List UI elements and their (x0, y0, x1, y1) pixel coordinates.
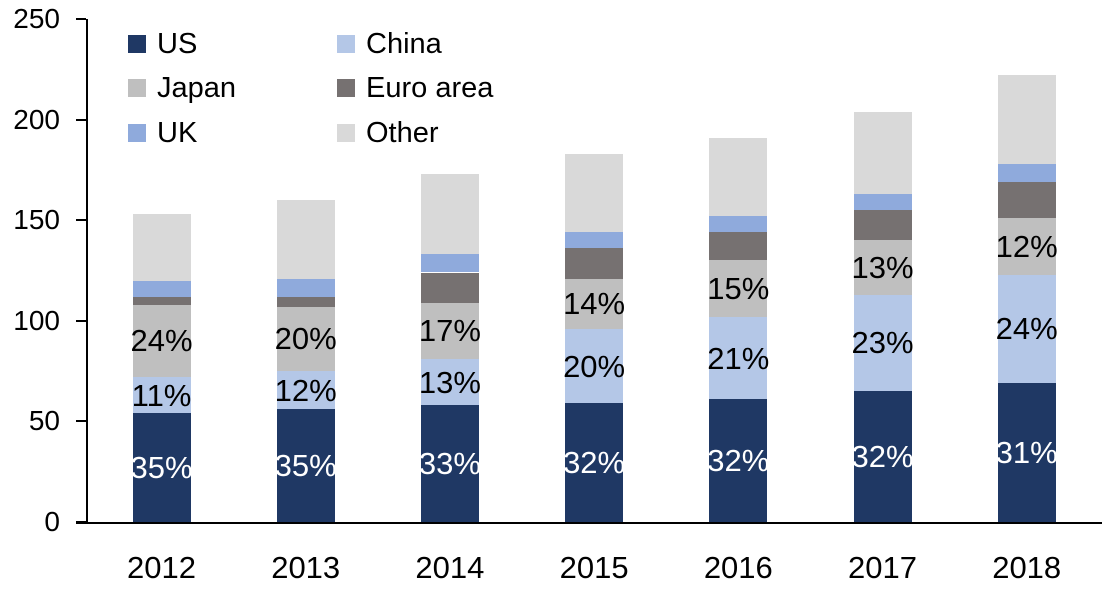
segment-us (420, 405, 479, 522)
segment-japan (565, 278, 624, 329)
legend-item-other: Other (337, 118, 439, 148)
segment-euro-area (565, 248, 624, 279)
legend-label-us: US (157, 28, 198, 60)
y-tick (76, 18, 86, 20)
x-tick-label: 2018 (992, 550, 1062, 585)
y-tick-label: 50 (28, 405, 60, 437)
segment-uk (997, 163, 1056, 182)
legend-label-other: Other (366, 117, 439, 149)
segment-uk (709, 216, 768, 233)
x-tick-label: 2015 (559, 550, 629, 585)
segment-uk (853, 194, 912, 211)
segment-japan (276, 306, 335, 372)
segment-us (276, 409, 335, 522)
legend-swatch-uk (128, 124, 146, 142)
legend-swatch-japan (128, 79, 146, 97)
legend-item-japan: Japan (128, 73, 236, 103)
segment-euro-area (709, 232, 768, 261)
y-tick-label: 250 (13, 3, 60, 34)
segment-china (276, 371, 335, 410)
segment-euro-area (276, 296, 335, 307)
legend-label-china: China (366, 28, 442, 60)
legend-label-uk: UK (157, 117, 198, 149)
legend-swatch-us (128, 35, 146, 53)
segment-euro-area (132, 296, 191, 305)
segment-china (420, 359, 479, 406)
segment-china (132, 377, 191, 414)
y-tick (76, 420, 86, 423)
segment-us (709, 399, 768, 522)
legend-item-uk: UK (128, 118, 197, 148)
legend-label-euro-area: Euro area (366, 72, 494, 104)
segment-other (132, 214, 191, 281)
segment-uk (276, 278, 335, 297)
segment-euro-area (853, 210, 912, 241)
x-tick-label: 2014 (415, 550, 485, 585)
segment-japan (420, 302, 479, 360)
x-axis-line (76, 522, 1102, 524)
y-tick-label: 100 (13, 304, 60, 336)
y-tick (76, 319, 86, 322)
legend-item-euro-area: Euro area (337, 73, 493, 103)
segment-other (565, 153, 624, 233)
segment-other (853, 111, 912, 195)
legend-item-us: US (128, 29, 197, 59)
segment-japan (132, 304, 191, 378)
x-tick-label: 2017 (848, 550, 917, 585)
legend-label-japan: Japan (157, 72, 237, 104)
segment-us (997, 383, 1056, 522)
segment-us (132, 413, 191, 522)
segment-other (276, 200, 335, 279)
segment-japan (997, 218, 1056, 275)
segment-china (709, 316, 768, 400)
y-tick-label: 0 (44, 506, 60, 537)
segment-uk (132, 280, 191, 297)
y-tick-label: 150 (13, 204, 60, 236)
legend-swatch-euro-area (337, 79, 355, 97)
segment-uk (420, 254, 479, 273)
legend-swatch-other (337, 124, 355, 142)
x-tick-label: 2013 (271, 550, 341, 585)
segment-euro-area (997, 181, 1056, 219)
segment-japan (709, 260, 768, 317)
x-tick-label: 2012 (127, 550, 196, 585)
segment-other (420, 173, 479, 255)
segment-other (997, 75, 1056, 164)
legend-swatch-china (337, 35, 355, 53)
y-tick (76, 118, 86, 121)
segment-euro-area (420, 272, 479, 303)
y-axis-line (86, 19, 88, 524)
segment-us (565, 403, 624, 522)
segment-us (853, 391, 912, 522)
legend-item-china: China (337, 29, 442, 59)
segment-china (565, 328, 624, 404)
segment-uk (565, 232, 624, 249)
y-tick (76, 219, 86, 222)
segment-japan (853, 240, 912, 295)
segment-other (709, 137, 768, 217)
y-tick-label: 200 (13, 103, 60, 135)
segment-china (997, 274, 1056, 384)
x-tick-label: 2016 (703, 550, 773, 585)
segment-china (853, 294, 912, 392)
